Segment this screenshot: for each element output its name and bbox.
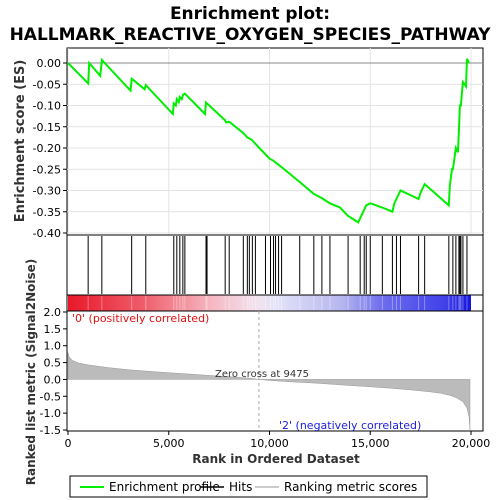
metric-y-tick-label: -0.5 bbox=[40, 390, 61, 403]
metric-y-tick-label: 0.5 bbox=[44, 357, 62, 370]
hits-panel-frame bbox=[66, 234, 484, 296]
x-tick-label: 5,000 bbox=[153, 437, 185, 450]
es-y-tick-label: -0.35 bbox=[33, 206, 61, 219]
x-tick-label: 20,000 bbox=[452, 437, 491, 450]
x-axis-label: Rank in Ordered Dataset bbox=[192, 452, 360, 466]
negative-correlation-label: '2' (negatively correlated) bbox=[279, 419, 421, 432]
es-y-tick-label: -0.15 bbox=[33, 121, 61, 134]
legend-label-ranking-metric-scores: Ranking metric scores bbox=[284, 480, 417, 494]
es-gridlines bbox=[67, 48, 483, 235]
metric-y-axis-label: Ranked list metric (Signal2Noise) bbox=[24, 259, 38, 486]
es-panel-frame bbox=[66, 47, 484, 236]
legend-label-hits: Hits bbox=[229, 480, 252, 494]
metric-y-ticks: 2.0 1.5 1.0 0.5 0.0 -0.5 -1.0 -1.5 bbox=[40, 306, 67, 437]
rank-color-bar bbox=[68, 295, 471, 311]
plot-title-line2: HALLMARK_REACTIVE_OXYGEN_SPECIES_PATHWAY bbox=[10, 25, 492, 45]
legend-label-enrichment-profile: Enrichment profile bbox=[109, 480, 220, 494]
es-y-tick-label: -0.25 bbox=[33, 163, 61, 176]
es-y-tick-label: -0.10 bbox=[33, 100, 61, 113]
zero-cross-label: Zero cross at 9475 bbox=[215, 369, 309, 380]
enrichment-profile-line bbox=[67, 57, 470, 224]
legend: Enrichment profile Hits Ranking metric sco… bbox=[80, 480, 417, 494]
metric-y-tick-label: 1.5 bbox=[44, 323, 62, 336]
plot-title-line1: Enrichment plot: bbox=[170, 4, 330, 24]
positive-correlation-label: '0' (positively correlated) bbox=[72, 312, 209, 325]
legend-box bbox=[69, 475, 428, 498]
metric-y-tick-label: 2.0 bbox=[44, 306, 62, 319]
rank-color-bar-stripes bbox=[87, 296, 468, 310]
x-ticks: 0 5,000 10,000 15,000 20,000 bbox=[65, 431, 491, 450]
es-y-tick-label: -0.30 bbox=[33, 185, 61, 198]
hit-markers bbox=[87, 236, 468, 294]
x-tick-label: 10,000 bbox=[250, 437, 289, 450]
es-y-tick-label: -0.40 bbox=[33, 227, 61, 240]
metric-y-tick-label: 1.0 bbox=[44, 340, 62, 353]
es-y-tick-label: -0.20 bbox=[33, 142, 61, 155]
es-y-ticks: 0.00 -0.05 -0.10 -0.15 -0.20 -0.25 -0.30 -0.35 -… bbox=[33, 57, 67, 240]
es-y-tick-label: -0.05 bbox=[33, 78, 61, 91]
metric-y-tick-label: -1.0 bbox=[40, 407, 61, 420]
es-y-axis-label: Enrichment score (ES) bbox=[13, 60, 28, 223]
x-tick-label: 15,000 bbox=[351, 437, 390, 450]
es-y-tick-label: 0.00 bbox=[37, 57, 62, 70]
x-tick-label: 0 bbox=[65, 437, 72, 450]
metric-y-tick-label: 0.0 bbox=[44, 373, 62, 386]
ranking-metric-area bbox=[67, 352, 471, 431]
metric-y-tick-label: -1.5 bbox=[40, 424, 61, 437]
